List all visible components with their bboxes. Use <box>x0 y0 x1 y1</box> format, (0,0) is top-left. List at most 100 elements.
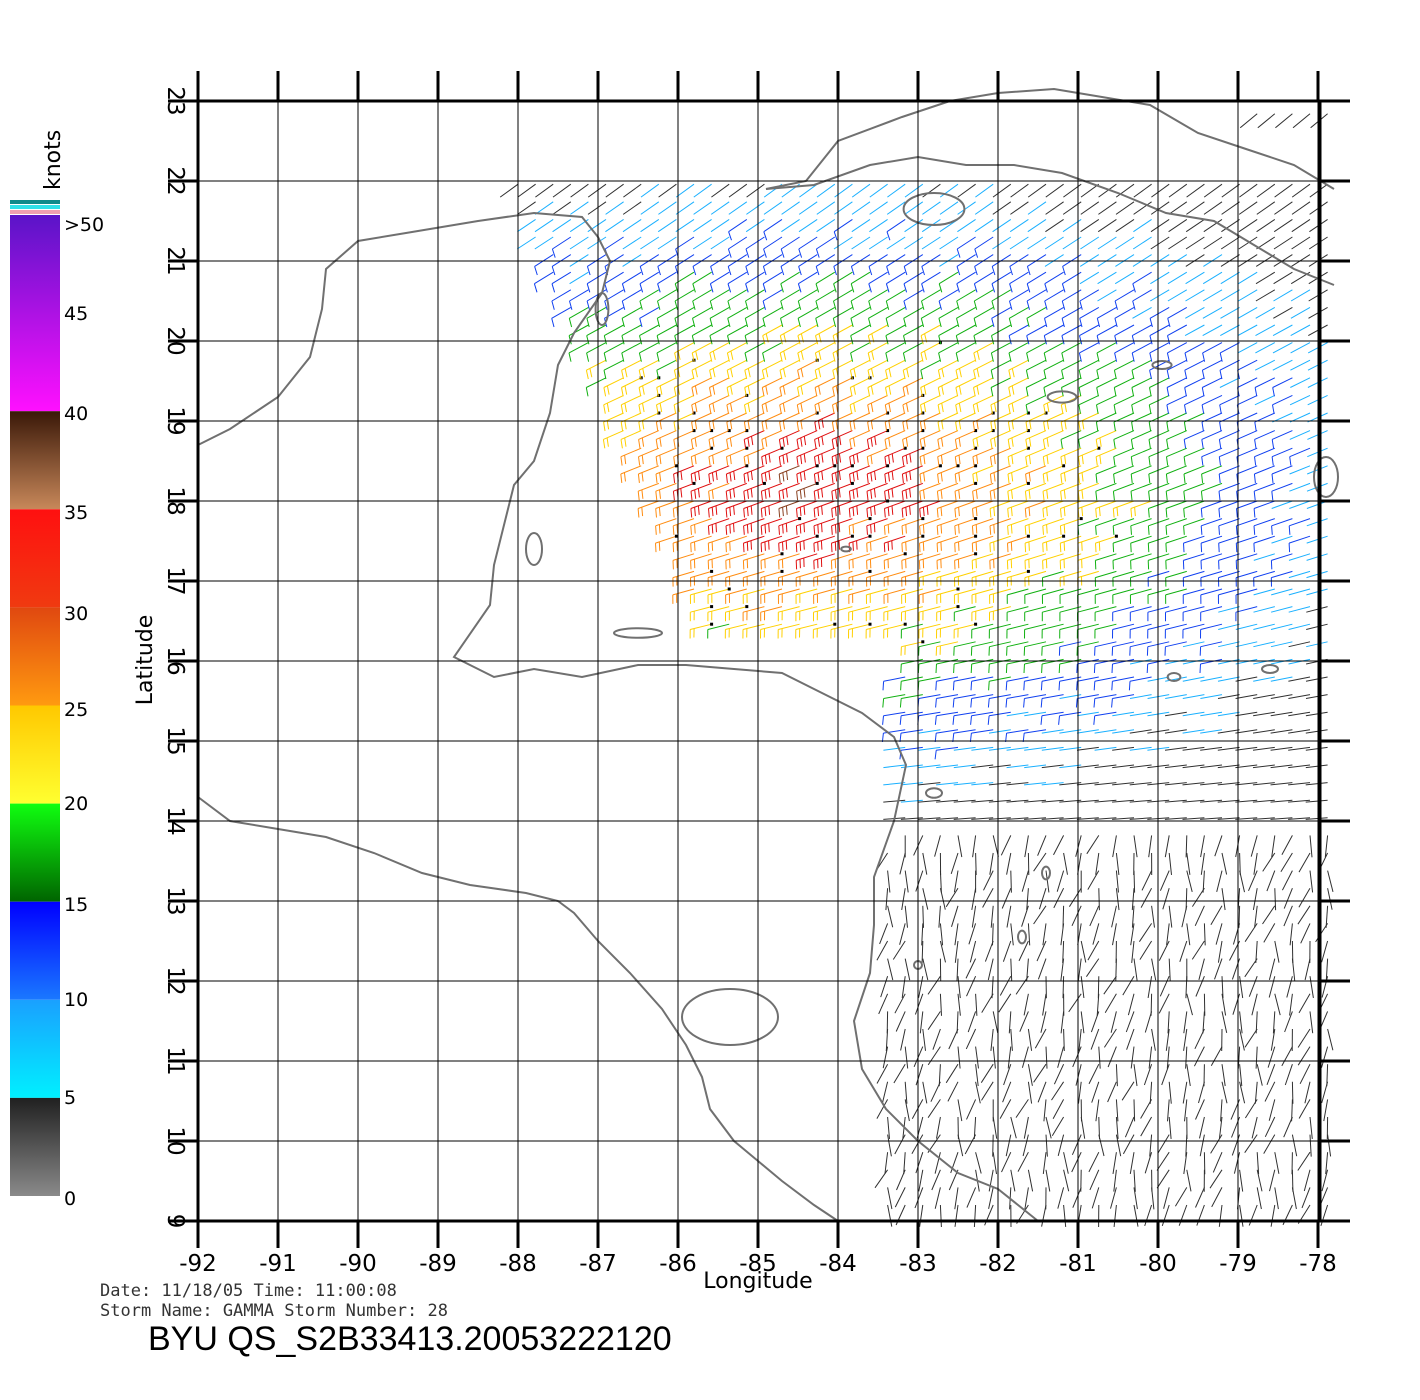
wind-barb <box>708 412 730 432</box>
wind-barb <box>1253 623 1275 630</box>
wind-barb <box>866 518 888 535</box>
wind-barb <box>761 359 783 380</box>
wind-barb <box>973 377 994 397</box>
wind-barb <box>1235 729 1258 734</box>
wind-barb <box>1184 324 1205 337</box>
wind-barb <box>1057 1187 1065 1209</box>
wind-barb <box>970 641 994 656</box>
wind-barb <box>904 905 908 928</box>
wind-barb <box>1027 1081 1033 1104</box>
colorbar-label: 25 <box>64 699 88 721</box>
wind-barb <box>1129 729 1152 734</box>
wind-barb <box>918 817 941 820</box>
colorbar-band <box>10 901 60 1000</box>
wind-barb <box>1182 606 1205 622</box>
wind-barb <box>868 289 888 310</box>
wind-barb <box>1288 729 1311 734</box>
wind-barb <box>780 306 800 328</box>
wind-barb <box>1215 923 1223 945</box>
longitude-tick-label: -90 <box>339 1251 377 1277</box>
wind-barb <box>972 447 994 466</box>
colorbar-band <box>10 1097 60 1196</box>
wind-barb <box>1273 306 1293 319</box>
wind-barb <box>1043 342 1064 362</box>
wind-barb <box>1091 1081 1100 1103</box>
wind-barb <box>1271 500 1293 509</box>
wind-barb <box>1231 1134 1241 1156</box>
wind-barb <box>1147 606 1170 622</box>
wind-barb <box>1147 570 1170 587</box>
wind-barb <box>745 218 765 233</box>
wind-barb <box>1200 482 1223 501</box>
wind-barb <box>1202 271 1223 285</box>
wind-barb <box>709 306 730 328</box>
wind-barb <box>1217 729 1240 734</box>
wind-barb <box>1114 289 1135 310</box>
wind-barb <box>1182 553 1205 570</box>
wind-barb <box>981 993 994 1013</box>
coastline-cuba-south-coast <box>765 155 1335 286</box>
wind-barb <box>1298 852 1311 873</box>
wind-barb <box>965 1028 977 1050</box>
wind-barb <box>779 377 800 397</box>
wind-barb <box>1182 711 1205 717</box>
wind-barb <box>814 377 836 397</box>
wind-barb <box>725 518 747 535</box>
wind-barb <box>1130 553 1152 570</box>
wind-barb <box>887 870 891 893</box>
wind-barb <box>725 535 747 553</box>
wind-barb <box>1164 782 1187 786</box>
wind-barb <box>1288 606 1311 613</box>
wind-barb <box>990 359 1012 380</box>
wind-barb <box>1151 958 1157 981</box>
wind-barb <box>1252 799 1275 803</box>
wind-barb <box>1150 271 1170 285</box>
wind-barb <box>657 271 677 293</box>
wind-barb <box>1182 588 1205 604</box>
wind-barb <box>1168 905 1173 928</box>
wind-barb <box>1148 465 1170 483</box>
wind-barb <box>1321 940 1329 963</box>
wind-barb <box>1237 342 1258 354</box>
wind-barb <box>848 500 871 518</box>
wind-barb <box>1033 1063 1047 1083</box>
wind-barb <box>1195 976 1205 997</box>
wind-barb <box>921 271 941 293</box>
colorbar-band <box>10 411 60 510</box>
wind-barb <box>1221 976 1224 999</box>
wind-barb <box>883 622 907 639</box>
wind-barb <box>1045 870 1050 893</box>
wind-barb <box>1112 553 1135 570</box>
wind-barb <box>1151 1028 1156 1051</box>
wind-barb <box>974 218 994 233</box>
wind-barb <box>1232 993 1241 1015</box>
wind-barb <box>1182 764 1205 769</box>
wind-barb <box>831 464 854 483</box>
wind-barb <box>899 852 906 875</box>
wind-barb <box>1006 905 1012 928</box>
wind-barb <box>1272 394 1293 414</box>
wind-barb <box>954 552 978 570</box>
wind-barb <box>640 201 660 215</box>
wind-barb <box>1007 1046 1012 1069</box>
wind-barb <box>1149 377 1170 397</box>
wind-barb <box>1149 324 1170 345</box>
wind-barb <box>656 342 677 362</box>
wind-barb <box>954 534 978 553</box>
wind-barb <box>1126 1028 1135 1050</box>
wind-barb <box>990 1028 994 1051</box>
wind-barb <box>1218 606 1240 613</box>
wind-barb <box>1131 940 1135 963</box>
wind-barb <box>1289 993 1293 1016</box>
wind-barb <box>850 289 871 310</box>
wind-barb <box>1078 412 1100 432</box>
wind-barb <box>1045 1116 1052 1139</box>
wind-barb <box>777 588 800 604</box>
wind-barb <box>1161 1064 1170 1086</box>
wind-barb <box>921 236 941 250</box>
wind-barb <box>1201 377 1223 397</box>
wind-barb <box>1008 377 1029 397</box>
latitude-tick-label: 13 <box>162 886 188 915</box>
wind-barb <box>953 870 959 893</box>
wind-barb <box>972 835 977 858</box>
